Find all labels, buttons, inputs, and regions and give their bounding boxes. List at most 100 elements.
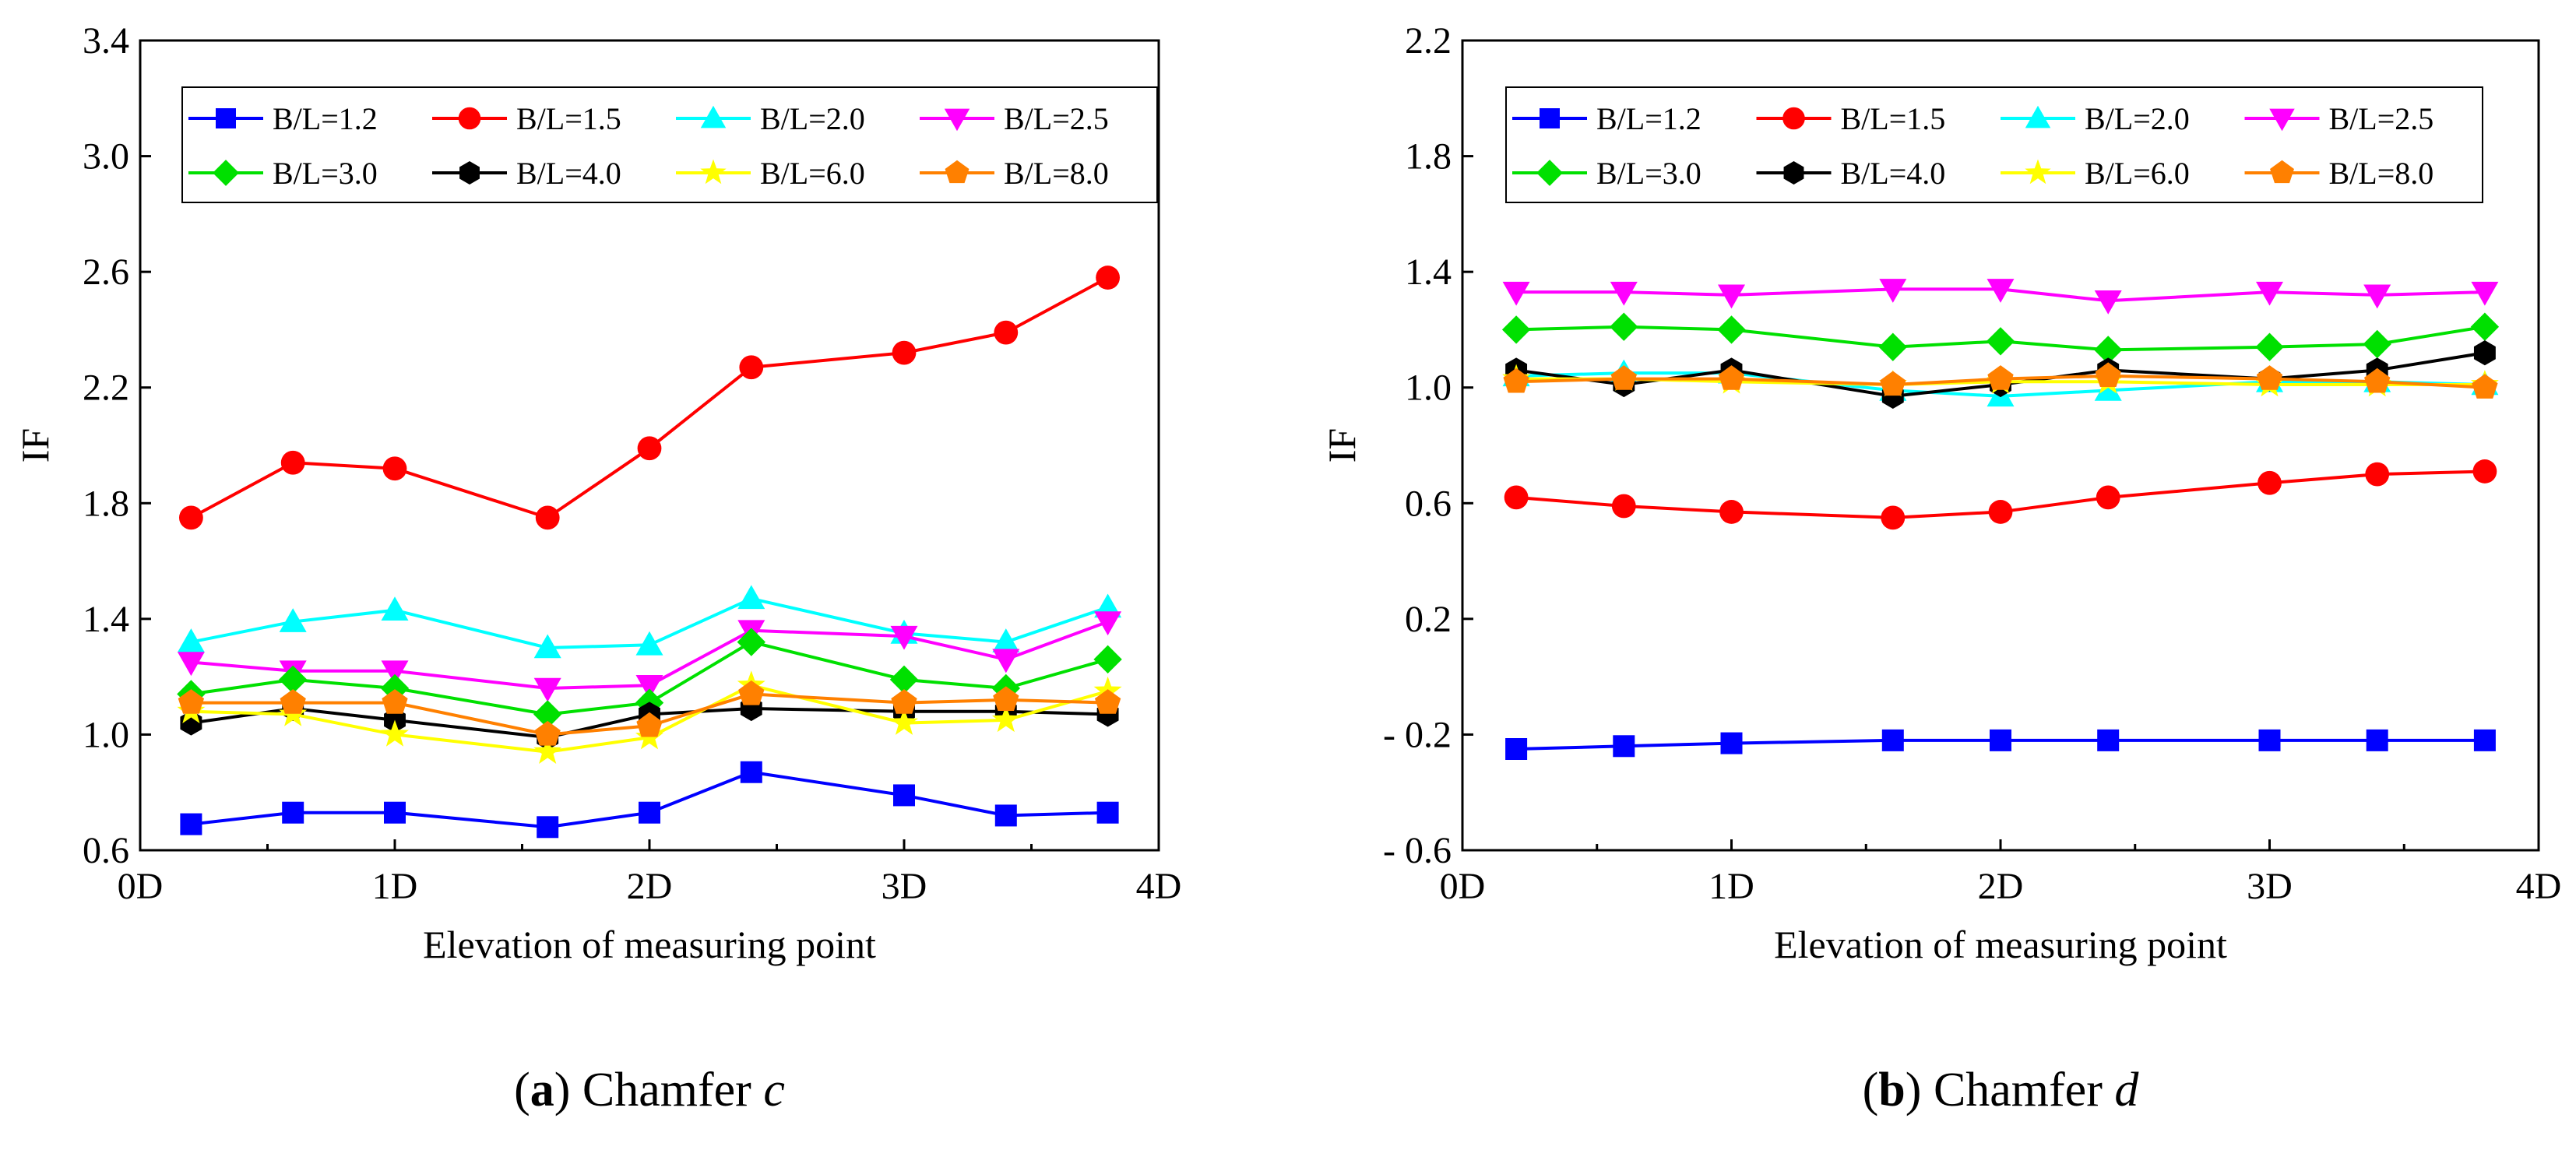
chart-b-legend-marker: [2025, 105, 2051, 128]
chart-a-data-point: [533, 737, 562, 765]
chart-b-data-point: [1611, 494, 1636, 519]
chart-b-data-point: [2097, 729, 2120, 751]
chart-b-data-point: [1986, 327, 2015, 356]
chart-b-data-point: [2473, 729, 2496, 751]
chart-b-legend-item: B/L=4.0: [1756, 156, 1945, 191]
chart-a-data-point: [994, 804, 1017, 827]
chart-a-legend-item: B/L=2.0: [676, 101, 865, 136]
chart-b-data-point: [2094, 376, 2122, 401]
chart-a-legend-label: B/L=3.0: [273, 156, 378, 191]
chart-b-legend-marker: [2269, 108, 2295, 132]
chart-a-ticks: 0.6 1.0 1.4 1.8 2.2 2.6 3.0 3.4 0D 1D 2D 3D 4D: [83, 20, 1181, 907]
chart-a-data-point: [180, 813, 202, 835]
chart-a-legend-marker: [700, 159, 727, 185]
chart-b-data-point: [2094, 290, 2122, 315]
chart-b-x-tick-label: 0D: [1440, 866, 1486, 907]
chart-b-data-point: [2473, 340, 2496, 366]
chart-b-legend-label: B/L=8.0: [2329, 156, 2434, 191]
chart-b-y-tick-label: 0.2: [1405, 599, 1452, 640]
chart-a-data-point: [537, 816, 559, 839]
chart-b-legend-item: B/L=3.0: [1512, 156, 1701, 191]
chart-a-data-point: [178, 689, 205, 714]
chart-a-legend-marker: [944, 108, 970, 132]
chart-a-data-point: [890, 708, 918, 735]
chart-b-data-point: [1613, 735, 1635, 758]
chart-a-legend-label: B/L=6.0: [760, 156, 865, 191]
chart-b-data-point: [2363, 284, 2391, 309]
chart-a-data-point: [636, 712, 663, 737]
chart-b-legend-marker: [2270, 160, 2294, 184]
chart-b-data-point: [1881, 505, 1906, 530]
chart-a-data-point: [993, 686, 1019, 712]
chart-b-y-axis-label: IF: [1320, 428, 1364, 462]
chart-b-y-tick-label: 1.8: [1405, 136, 1452, 178]
chart-b-data-point: [2258, 729, 2281, 751]
chart-a-data-point: [889, 665, 919, 695]
chart-b: - 0.6 - 0.2 0.2 0.6 1.0 1.4 1.8 2.2 0D 1D 2D 3D 4D B…: [1320, 20, 2561, 1117]
chart-a-data-point: [737, 628, 765, 656]
chart-a-legend-item: B/L=2.5: [920, 101, 1109, 136]
chart-b-legend-label: B/L=1.5: [1841, 101, 1946, 136]
chart-a-legend-item: B/L=1.2: [188, 101, 378, 136]
chart-a-legend-label: B/L=2.5: [1004, 101, 1109, 136]
chart-a-data-point: [892, 340, 917, 365]
chart-a-data-point: [533, 677, 561, 702]
chart-b-legend-box: [1505, 86, 2483, 203]
chart-b-data-point: [2366, 729, 2388, 751]
chart-a-series-7: [178, 680, 1121, 746]
chart-a-y-tick-label: 2.2: [83, 368, 129, 409]
chart-a-legend-marker: [459, 161, 480, 185]
chart-b-x-tick-label: 2D: [1978, 866, 2024, 907]
chart-a-data-point: [533, 634, 561, 659]
chart-b-data-point: [1610, 281, 1638, 306]
chart-a-data-point: [177, 652, 205, 677]
chart-b-data-point: [1879, 279, 1907, 303]
chart-b-data-point: [1987, 365, 2014, 390]
chart-b-y-tick-label: - 0.6: [1383, 830, 1452, 871]
chart-a-caption-text: Chamfer: [582, 1064, 751, 1117]
chart-a-caption-label: a: [530, 1064, 554, 1117]
chart-a-y-tick-label: 1.0: [83, 714, 129, 755]
chart-a-data-point: [177, 628, 205, 652]
chart-b-legend-item: B/L=1.2: [1512, 101, 1701, 136]
chart-a-data-point: [279, 608, 307, 632]
chart-b-ticks: - 0.6 - 0.2 0.2 0.6 1.0 1.4 1.8 2.2 0D 1D 2D 3D 4D: [1383, 20, 2561, 907]
chart-a-data-point: [1096, 266, 1120, 290]
chart-a-data-point: [381, 719, 409, 747]
chart-b-y-tick-label: - 0.2: [1383, 714, 1452, 755]
chart-b-caption: (b) Chamfer d: [1863, 1064, 2140, 1117]
chart-b-legend-item: B/L=2.0: [2001, 101, 2190, 136]
chart-a-x-tick-label: 2D: [627, 866, 673, 907]
chart-b-legend-label: B/L=6.0: [2085, 156, 2190, 191]
chart-b-data-point: [2472, 374, 2498, 399]
chart-a-legend-item: B/L=8.0: [920, 156, 1109, 191]
chart-a-data-point: [635, 674, 663, 699]
chart-a-data-point: [280, 450, 305, 475]
chart-a-data-point: [1096, 801, 1119, 824]
chart-b-legend: B/L=1.2 B/L=1.5 B/L=2.0 B/L=2.5 B/L=3.0 B/L=4…: [1505, 86, 2483, 203]
chart-b-data-point: [1988, 500, 2013, 524]
chart-b-x-axis-label: Elevation of measuring point: [1774, 923, 2227, 966]
chart-a-caption-var: c: [763, 1064, 785, 1117]
chart-b-data-point: [2470, 312, 2500, 341]
chart-b-data-point: [2255, 332, 2284, 361]
chart-b-x-tick-label: 3D: [2247, 866, 2293, 907]
chart-b-data-point: [2258, 470, 2282, 495]
chart-b-caption-text: Chamfer: [1934, 1064, 2103, 1117]
chart-b-legend-marker: [1782, 107, 1805, 130]
chart-a-data-point: [1093, 645, 1122, 674]
chart-a-data-point: [737, 585, 765, 610]
chart-a-legend-marker: [458, 107, 481, 130]
chart-a-data-point: [1094, 689, 1121, 714]
chart-a-data-point: [384, 801, 406, 824]
chart-b-data-point: [1610, 365, 1637, 390]
chart-a-data-point: [534, 720, 561, 746]
chart-a-data-point: [890, 625, 918, 650]
chart-b-data-point: [1502, 281, 1530, 306]
chart-b-y-tick-label: 1.4: [1405, 251, 1452, 293]
chart-a-data-point: [381, 660, 409, 685]
chart-b-data-point: [2471, 281, 2499, 306]
chart-b-legend-label: B/L=3.0: [1596, 156, 1701, 191]
chart-a-data-point: [382, 456, 407, 481]
chart-a-series-2: [177, 585, 1122, 659]
